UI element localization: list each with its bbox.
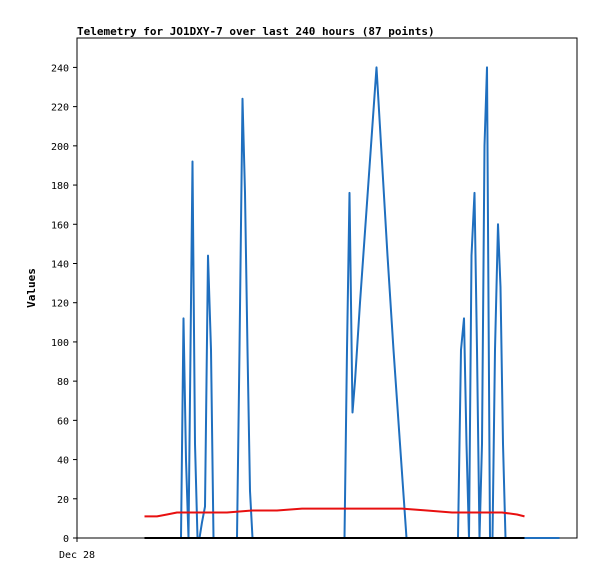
y-tick-label: 220 [51, 103, 69, 114]
y-tick-label: 80 [57, 377, 69, 388]
y-tick-label: 140 [51, 259, 69, 270]
series-line-0 [144, 66, 560, 539]
y-tick-label: 60 [57, 416, 69, 427]
y-tick-label: 0 [63, 534, 69, 545]
y-axis: 0 20 40 60 80 100 120 140 160 180 200 220 240 [51, 63, 77, 545]
series-line-1 [144, 507, 525, 518]
chart-title: Telemetry for JO1DXY-7 over last 240 hou… [77, 25, 435, 38]
y-tick-label: 40 [57, 456, 69, 467]
y-axis-label: Values [25, 268, 38, 308]
y-tick-label: 20 [57, 495, 69, 506]
plot-frame [76, 37, 578, 539]
y-tick-label: 120 [51, 299, 69, 310]
y-tick-label: 200 [51, 142, 69, 153]
x-tick-label: Dec 28 [59, 550, 95, 561]
series-layer [144, 66, 560, 539]
y-tick-label: 240 [51, 63, 69, 74]
x-axis: Dec 28 [59, 538, 95, 561]
y-tick-label: 160 [51, 220, 69, 231]
y-tick-label: 100 [51, 338, 69, 349]
y-tick-label: 180 [51, 181, 69, 192]
